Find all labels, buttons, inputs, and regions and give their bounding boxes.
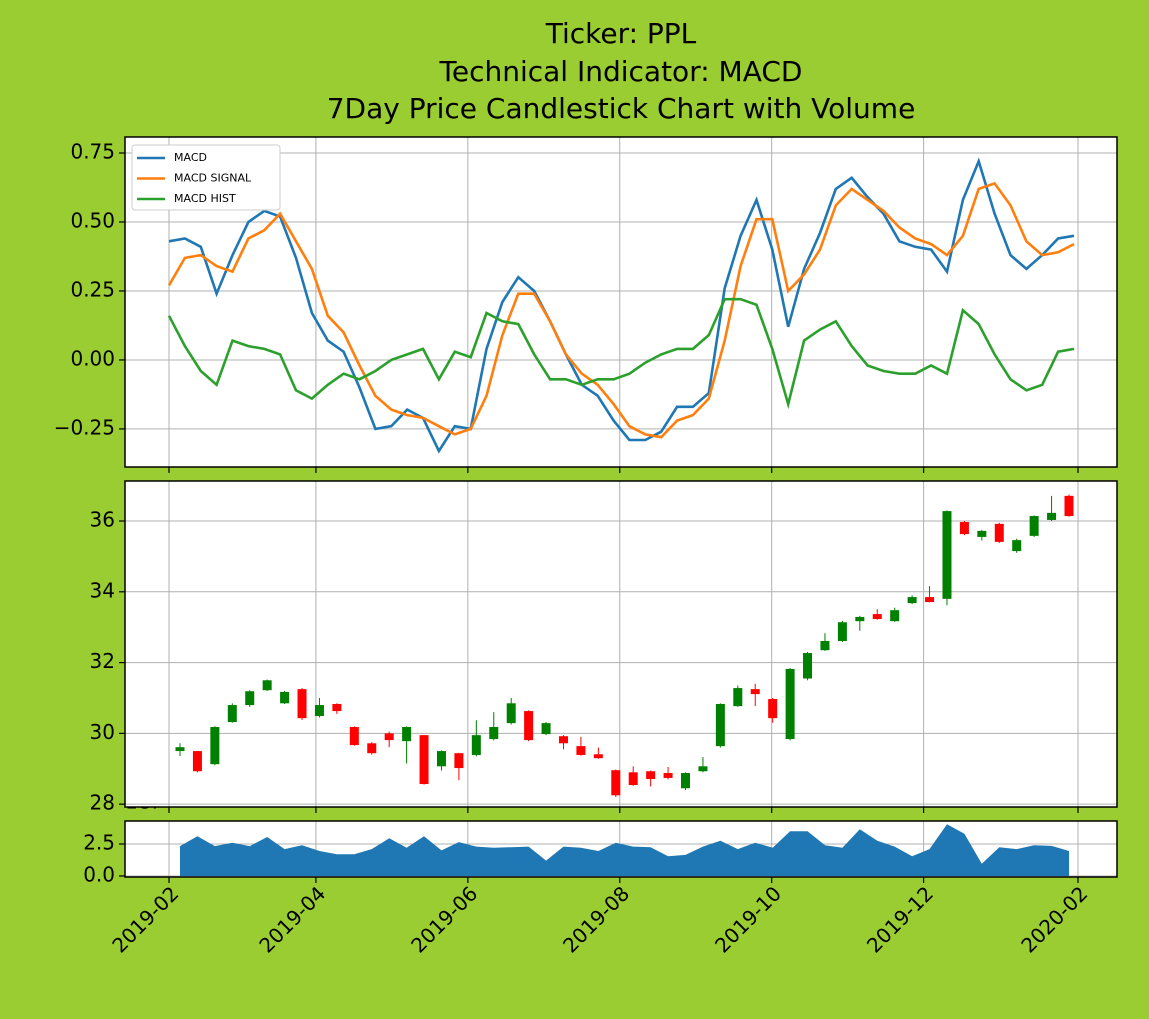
y-tick-label: 36 xyxy=(90,507,115,531)
candle-body xyxy=(419,735,429,784)
candle-body xyxy=(367,743,377,754)
candle-body xyxy=(925,597,935,603)
macd-line xyxy=(167,181,1075,439)
candle-body xyxy=(768,699,778,719)
candle-body xyxy=(872,614,882,620)
macd-line xyxy=(167,297,1075,410)
y-tick-label: 0.00 xyxy=(70,346,115,370)
candle-body xyxy=(1012,540,1022,552)
x-tick-label: 2020-02 xyxy=(1016,881,1092,957)
candle-body xyxy=(663,773,673,778)
candle-body xyxy=(681,773,691,789)
legend-label: MACD SIGNAL xyxy=(174,172,252,185)
chart-title: 7Day Price Candlestick Chart with Volume xyxy=(327,92,916,125)
legend-label: MACD xyxy=(174,151,207,164)
candle-body xyxy=(349,727,359,746)
x-tick-label: 2019-10 xyxy=(710,881,786,957)
x-tick-label: 2019-06 xyxy=(406,881,482,957)
candle-body xyxy=(402,727,412,742)
candle-body xyxy=(785,668,795,740)
candle-body xyxy=(262,680,272,691)
candle-body xyxy=(245,691,255,706)
y-tick-label: 32 xyxy=(90,649,115,673)
candle-body xyxy=(733,688,743,707)
y-tick-label: 30 xyxy=(90,720,115,744)
candle-body xyxy=(541,723,551,735)
candle-body xyxy=(1064,495,1074,517)
candle-body xyxy=(942,511,952,599)
volume-area xyxy=(180,824,1069,876)
candle-body xyxy=(332,703,342,712)
candle-body xyxy=(1047,512,1057,520)
plot-area xyxy=(125,481,1117,807)
plot-frame xyxy=(124,136,1118,468)
x-tick-label: 2019-08 xyxy=(558,881,634,957)
x-tick-label: 2019-02 xyxy=(107,881,183,957)
candle-body xyxy=(907,597,917,604)
plot-frame xyxy=(124,820,1118,878)
candle-body xyxy=(803,653,813,679)
candle-body xyxy=(524,711,534,741)
candle-body xyxy=(820,640,830,651)
y-tick-label: 34 xyxy=(90,578,115,602)
legend-label: MACD HIST xyxy=(174,192,236,205)
candle-body xyxy=(994,523,1004,542)
candle-body xyxy=(471,735,481,755)
candle-body xyxy=(192,751,202,772)
y-tick-label: 0.75 xyxy=(70,140,115,164)
candle-body xyxy=(1029,516,1039,536)
candle-body xyxy=(175,747,185,752)
candle-body xyxy=(959,522,969,535)
candle-body xyxy=(506,703,516,724)
y-tick-label: 0.0 xyxy=(83,862,115,886)
candle-body xyxy=(698,766,708,772)
candle-body xyxy=(750,689,760,695)
candle-body xyxy=(977,530,987,537)
candle-body xyxy=(646,771,656,780)
candle-body xyxy=(837,622,847,641)
candle-body xyxy=(489,727,499,740)
candle-body xyxy=(611,770,621,796)
x-tick-label: 2019-04 xyxy=(254,881,330,957)
candle-body xyxy=(314,705,324,717)
candle-body xyxy=(628,772,638,786)
y-tick-label: 28 xyxy=(90,791,115,815)
chart-title: Technical Indicator: MACD xyxy=(439,55,803,88)
candle-body xyxy=(855,616,865,622)
x-tick-label: 2019-12 xyxy=(862,881,938,957)
candle-body xyxy=(715,703,725,747)
chart-title: Ticker: PPL xyxy=(545,17,697,50)
y-tick-label: 2.5 xyxy=(83,831,115,855)
candle-body xyxy=(454,753,464,769)
macd-line xyxy=(168,157,1075,454)
candle-body xyxy=(576,746,586,755)
candle-body xyxy=(593,754,603,759)
candle-body xyxy=(227,705,237,723)
candle-body xyxy=(436,751,446,767)
plot-frame xyxy=(124,480,1118,808)
candle-body xyxy=(210,727,220,765)
y-tick-label: −0.25 xyxy=(54,415,115,439)
candle-body xyxy=(890,610,900,622)
candle-body xyxy=(297,689,307,719)
y-tick-label: 0.50 xyxy=(70,208,115,232)
plot-area xyxy=(125,137,1117,467)
candle-body xyxy=(280,691,290,704)
candle-body xyxy=(558,736,568,744)
legend-box xyxy=(131,144,281,211)
y-tick-label: 0.25 xyxy=(70,277,115,301)
candle-body xyxy=(384,733,394,741)
